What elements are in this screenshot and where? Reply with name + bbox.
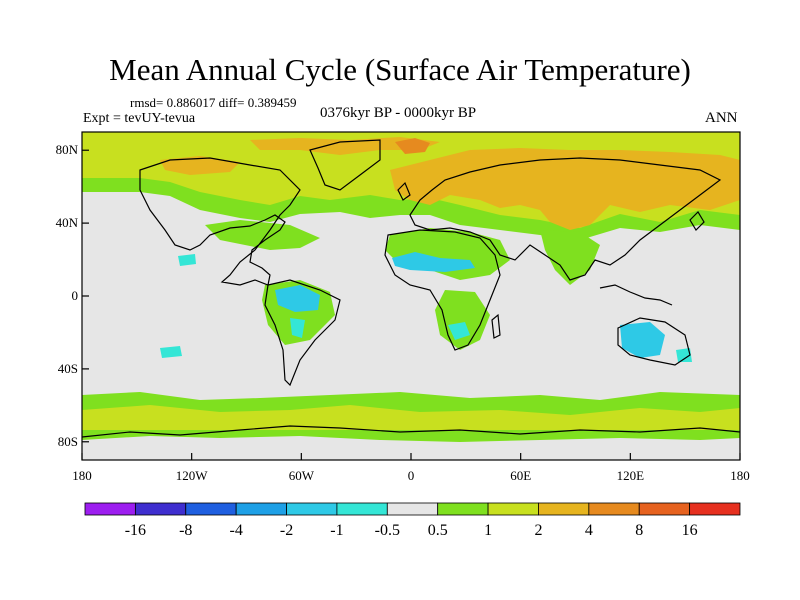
africa-coast: [384, 229, 501, 351]
africa-south-cool: [448, 322, 470, 340]
season-label: ANN: [705, 110, 738, 126]
colorbar-label: -2: [280, 522, 293, 539]
southern-ocean-yellow: [82, 405, 740, 430]
lon-tick-label: 60W: [289, 468, 315, 483]
australia-cool: [620, 322, 665, 358]
colorbar-label: -4: [229, 522, 242, 539]
sahara-cool: [392, 252, 475, 272]
colorbar-label: 2: [534, 522, 542, 539]
plot-title: Mean Annual Cycle (Surface Air Temperatu…: [109, 52, 691, 87]
japan-coast: [689, 211, 705, 231]
lat-tick-label: 40S: [58, 361, 78, 376]
lon-tick-label: 60E: [510, 468, 531, 483]
stats-text: rmsd= 0.886017 diff= 0.389459: [130, 95, 297, 110]
south-asia-green: [540, 230, 600, 285]
britain-coast: [397, 181, 411, 201]
arctic-warm-orange: [250, 137, 440, 155]
latitude-axis: 80N 40N 0 40S 80S: [56, 142, 89, 449]
colorbar-label: -8: [179, 522, 192, 539]
colorbar-label: 1: [484, 522, 492, 539]
lon-tick-label: 180: [730, 468, 750, 483]
colorbar-label: -0.5: [375, 522, 400, 539]
lon-tick-label: 120E: [617, 468, 645, 483]
south-pacific-cool: [160, 346, 182, 358]
colorbar-label: 16: [682, 522, 698, 539]
eurasia-coast: [409, 157, 722, 281]
antarctica-coast: [82, 425, 740, 438]
indonesia-coast: [599, 284, 673, 306]
amazon-cool: [275, 285, 320, 312]
caribbean-cool: [178, 254, 196, 266]
antarctic-grey: [82, 436, 740, 460]
colorbar-swatch: [689, 502, 741, 516]
colorbar-swatch: [336, 502, 388, 516]
africa-east-green: [435, 290, 490, 350]
colorbar-swatch: [84, 502, 136, 516]
colorbar-swatch: [134, 502, 187, 516]
north-america-coast: [139, 157, 301, 286]
colorbar-swatch: [638, 502, 691, 516]
colorbar-swatch: [487, 502, 539, 516]
lon-tick-label: 120W: [176, 468, 209, 483]
lat-tick-label: 40N: [56, 215, 79, 230]
experiment-label: Expt = tevUY-tevua: [83, 111, 196, 126]
period-label: 0376kyr BP - 0000kyr BP: [320, 105, 477, 121]
greenland-sea-warm: [395, 138, 430, 154]
colorbar-swatch: [386, 502, 439, 516]
australia-coast: [617, 317, 691, 366]
lon-tick-label: 0: [408, 468, 415, 483]
coastlines: [82, 139, 740, 438]
colorbar-swatch: [185, 502, 237, 516]
northern-pacific-orange: [160, 156, 240, 175]
colorbar-label: -1: [330, 522, 343, 539]
lat-tick-label: 0: [72, 288, 79, 303]
colorbar-label: 0.5: [428, 522, 448, 539]
australia-east-cool: [676, 348, 692, 362]
south-america-coast: [264, 279, 341, 387]
anomaly-fields: [82, 132, 740, 460]
colorbar-label: 8: [635, 522, 643, 539]
colorbar-swatch: [235, 502, 287, 516]
lat-tick-label: 80N: [56, 142, 79, 157]
colorbar-swatch: [588, 502, 640, 516]
colorbar-swatch: [538, 502, 590, 516]
colorbar-swatch: [437, 502, 489, 516]
longitude-axis: 180 120W 60W 0 60E 120E 180: [72, 453, 750, 483]
colorbar: -16 -8 -4 -2 -1 -0.5 0.5 1 2 4 8 16: [84, 502, 741, 539]
lon-tick-label: 180: [72, 468, 92, 483]
eurasia-warm-orange: [390, 148, 740, 230]
colorbar-label: -16: [125, 522, 146, 539]
lat-tick-label: 80S: [58, 434, 78, 449]
colorbar-label: 4: [585, 522, 593, 539]
colorbar-swatch: [286, 502, 338, 516]
madagascar-coast: [491, 313, 501, 339]
south-america-south-cool: [290, 318, 305, 338]
greenland-coast: [309, 139, 381, 191]
